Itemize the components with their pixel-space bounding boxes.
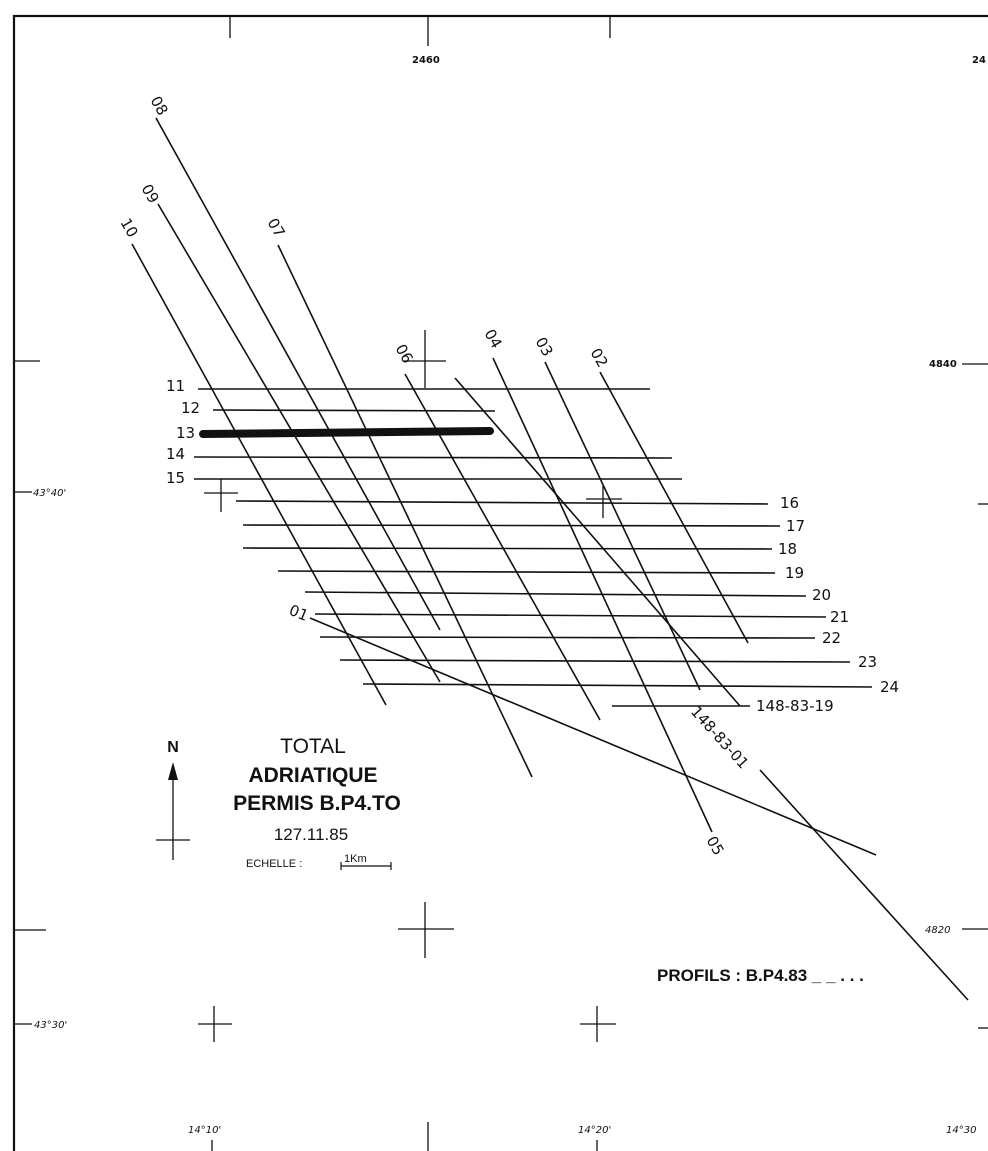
title-line-2: ADRIATIQUE [248, 764, 377, 787]
label-11: 11 [166, 377, 185, 395]
label-09: 09 [138, 181, 163, 207]
label-148-83-19: 148-83-19 [756, 697, 834, 715]
survey-line-01 [309, 617, 877, 856]
label-13: 13 [176, 424, 195, 442]
label-02: 02 [587, 345, 612, 371]
northing-label-4840: 4840 [929, 359, 957, 370]
survey-line-12 [212, 409, 496, 412]
label-23: 23 [858, 653, 877, 671]
scale-bar [340, 862, 392, 870]
label-06: 06 [392, 341, 417, 367]
latitude-label-43-40: 43°40' [33, 488, 66, 499]
latitude-label-43-30: 43°30' [34, 1020, 67, 1031]
label-22: 22 [822, 629, 841, 647]
label-04: 04 [481, 326, 506, 352]
survey-line-20 [304, 591, 807, 597]
label-12: 12 [181, 399, 200, 417]
survey-line-09 [157, 203, 441, 683]
label-16: 16 [780, 494, 799, 512]
graticule-crosses [156, 330, 622, 1042]
survey-line-24 [362, 683, 873, 688]
horizontal-line-labels-left: 11 12 13 14 15 [166, 377, 200, 487]
survey-line-07 [277, 244, 533, 778]
label-18: 18 [778, 540, 797, 558]
title-line-3: PERMIS B.P4.TO [233, 792, 401, 815]
survey-line-22 [319, 636, 816, 639]
northing-label-4820: 4820 [925, 925, 950, 936]
north-arrow: N [167, 739, 179, 822]
survey-line-148-83-01 [759, 769, 969, 1001]
survey-line-06 [404, 373, 601, 721]
survey-line-04 [492, 357, 713, 833]
easting-label-24: 24 [972, 55, 986, 66]
survey-line-18 [242, 547, 773, 550]
map-date: 127.11.85 [274, 825, 348, 844]
scale-label: ECHELLE : [246, 858, 302, 870]
label-07: 07 [264, 215, 289, 241]
survey-line-02 [599, 371, 749, 644]
map-frame [12, 14, 988, 1151]
label-08: 08 [147, 93, 172, 119]
survey-line-19 [277, 570, 776, 574]
survey-line-06b [454, 377, 741, 707]
survey-line-16 [235, 500, 769, 505]
label-19: 19 [785, 564, 804, 582]
profiles-legend: PROFILS : B.P4.83 _ _ . . . [657, 966, 864, 985]
label-01: 01 [287, 601, 311, 625]
north-label: N [167, 739, 179, 756]
label-21: 21 [830, 608, 849, 626]
label-20: 20 [812, 586, 831, 604]
survey-line-14 [193, 456, 673, 459]
survey-line-17 [242, 524, 781, 527]
label-10: 10 [117, 215, 142, 241]
horizontal-line-labels-right: 16 17 18 19 20 21 22 23 24 148-83-19 [756, 494, 899, 715]
survey-line-21 [314, 613, 827, 618]
survey-line-13-highlighted [199, 427, 494, 438]
easting-label-2460: 2460 [412, 55, 440, 66]
survey-line-10 [131, 243, 387, 706]
diagonal-survey-lines [131, 117, 969, 1001]
label-05: 05 [703, 833, 728, 859]
label-14: 14 [166, 445, 185, 463]
longitude-label-14-20: 14°20' [578, 1125, 611, 1136]
label-03: 03 [532, 334, 557, 360]
survey-line-03 [544, 361, 701, 691]
title-line-1: TOTAL [280, 735, 346, 758]
label-15: 15 [166, 469, 185, 487]
scale-unit: 1Km [344, 853, 367, 865]
label-148-83-01: 148-83-01 [687, 703, 752, 773]
label-24: 24 [880, 678, 899, 696]
survey-line-23 [339, 659, 851, 663]
label-17: 17 [786, 517, 805, 535]
title-block: TOTAL ADRIATIQUE PERMIS B.P4.TO 127.11.8… [233, 735, 401, 870]
survey-line-08 [155, 117, 441, 631]
north-arrow-icon [168, 762, 178, 780]
longitude-label-14-10: 14°10' [188, 1125, 221, 1136]
longitude-label-14-30: 14°30 [946, 1125, 976, 1136]
